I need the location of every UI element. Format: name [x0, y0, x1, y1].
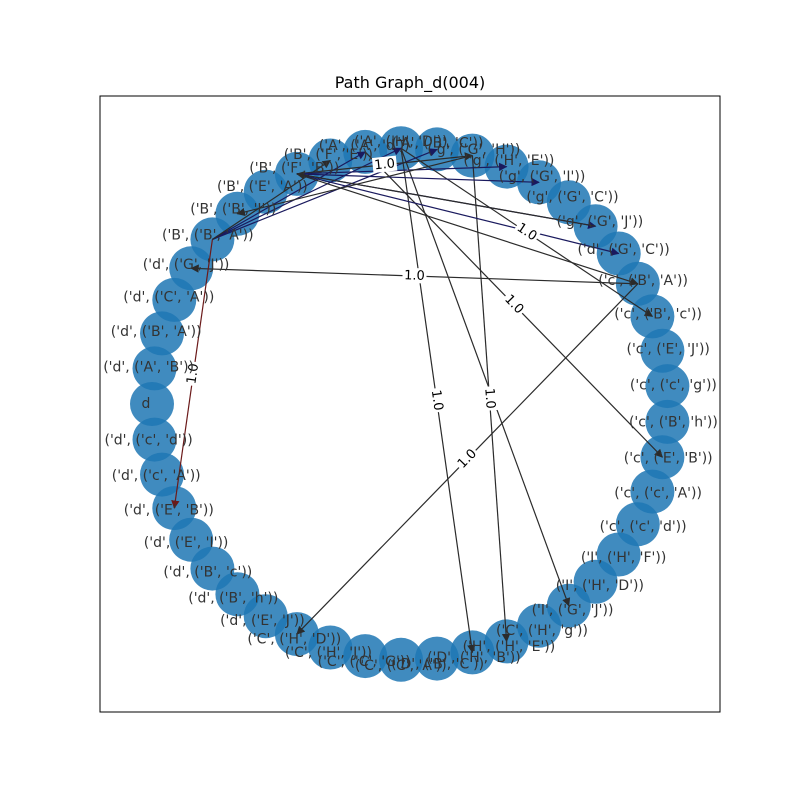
- node-label: ('B', ('B', 'A')): [162, 228, 254, 244]
- node-label: ('A', ('A', 'd')): [319, 138, 410, 154]
- graph-node: [132, 417, 177, 462]
- graph-edge: [236, 155, 473, 217]
- graph-edge: [296, 173, 639, 286]
- graph-edge: [296, 173, 540, 187]
- edge-weight-label: 1.0: [481, 385, 499, 411]
- node-label: ('d', ('B', 'c')): [163, 564, 252, 580]
- node-label: ('g', ('G', 'C')): [526, 190, 618, 206]
- node-label: ('B', ('E', 'A')): [217, 179, 308, 195]
- graph-node: [132, 346, 177, 391]
- node-label: ('d', ('C', 'A')): [123, 289, 214, 305]
- node-label: ('I', ('G', 'J')): [532, 603, 614, 619]
- node-label: ('D', ('B', 'C')): [391, 657, 484, 673]
- node-label: ('I', ('H', 'F')): [581, 550, 666, 566]
- node-label: d: [142, 396, 151, 412]
- graph-edge: [212, 147, 402, 240]
- node-label: ('d', ('B', 'h')): [188, 591, 278, 607]
- edge-weight-label: 1.0: [402, 267, 427, 284]
- node-label: ('B', ('F', 'B')): [249, 161, 339, 177]
- svg-text:1.0: 1.0: [374, 156, 396, 173]
- node-label: ('d', ('G', 'C')): [577, 242, 669, 258]
- graph-edge: [400, 147, 571, 607]
- graph-edge: [212, 148, 438, 240]
- plot-frame: [99, 95, 721, 713]
- graph-edge: [212, 151, 366, 240]
- node-label: ('B', ('B', 'I')): [190, 201, 276, 217]
- node-label: ('C', ('H', 'D')): [247, 632, 341, 648]
- edge-weight-label: 1.0: [371, 155, 398, 173]
- node-label: ('d', ('E', 'B')): [124, 503, 214, 519]
- graph-node: [379, 637, 423, 682]
- node-label: ('I', ('H', 'D')): [556, 578, 644, 594]
- node-label: ('c', ('E', 'B')): [624, 451, 713, 467]
- node-label: ('C', ('C', 'G')): [318, 654, 411, 670]
- graph-node: [140, 311, 184, 356]
- node-label: ('c', ('c', 'A')): [614, 486, 702, 502]
- graph-node: [130, 382, 174, 426]
- node-label: ('c', ('B', 'h')): [629, 414, 718, 430]
- node-label: ('d', ('G', 'J')): [143, 257, 230, 273]
- node-label: ('c', ('E', 'J')): [626, 342, 709, 358]
- svg-text:1.0: 1.0: [514, 220, 540, 244]
- node-label: ('c', ('B', 'A')): [598, 273, 688, 289]
- graph-edge: [296, 173, 620, 256]
- svg-text:1.0: 1.0: [481, 388, 497, 410]
- node-label: ('B', ('F', 'E')): [284, 147, 373, 163]
- node-label: ('c', ('c', 'd')): [600, 519, 687, 535]
- node-label: ('g', ('G', 'H')): [427, 142, 520, 158]
- node-label: ('C', ('H', 'J')): [285, 645, 372, 661]
- node-label: ('d', ('c', 'd')): [104, 433, 192, 449]
- node-label: ('g', ('H', 'E')): [463, 153, 554, 169]
- graph-node: [415, 636, 459, 681]
- node-label: ('c', ('B', 'c')): [614, 306, 702, 322]
- node-label: ('d', ('B', 'A')): [111, 324, 202, 340]
- svg-text:1.0: 1.0: [428, 389, 446, 412]
- node-label: ('d', ('E', 'J')): [220, 613, 305, 629]
- node-label: ('g', ('G', 'J')): [557, 214, 644, 230]
- graph-node: [645, 399, 690, 444]
- graph-node: [640, 328, 685, 373]
- node-label: ('C', ('H', 'g')): [496, 623, 588, 639]
- node-label: ('g', ('G', 'I')): [499, 169, 586, 185]
- edge-weight-label: 1.0: [428, 387, 447, 414]
- graph-edge: [296, 162, 508, 175]
- node-label: ('D', ('H', 'B')): [427, 650, 521, 666]
- graph-edge: [296, 171, 596, 227]
- graph-node: [140, 452, 184, 497]
- node-label: ('c', ('c', 'g')): [630, 378, 717, 394]
- node-label: ('A', ('H', 'D')): [354, 134, 448, 150]
- node-labels-layer: ('d', ('c', 'A')) ('d', ('c', 'd')) d ('d',…: [103, 134, 718, 674]
- edge-weight-label: 1.0: [183, 360, 202, 387]
- node-label: ('A', ('B', 'C')): [392, 135, 484, 151]
- node-label: ('H', ('H', 'E')): [463, 639, 556, 655]
- svg-text:1.0: 1.0: [404, 268, 425, 284]
- graph-node: [645, 364, 690, 409]
- node-label: ('d', ('E', 'I')): [144, 535, 229, 551]
- graph-node: [308, 625, 353, 670]
- node-label: ('d', ('c', 'A')): [112, 468, 201, 484]
- graph-node: [343, 634, 388, 679]
- node-label: ('C', ('C', 'A')): [355, 658, 447, 674]
- figure-title: Path Graph_d(004): [335, 73, 486, 93]
- node-label: ('d', ('A', 'B')): [103, 360, 194, 376]
- edge-weight-label: 1.0: [512, 218, 542, 245]
- svg-text:1.0: 1.0: [184, 363, 202, 386]
